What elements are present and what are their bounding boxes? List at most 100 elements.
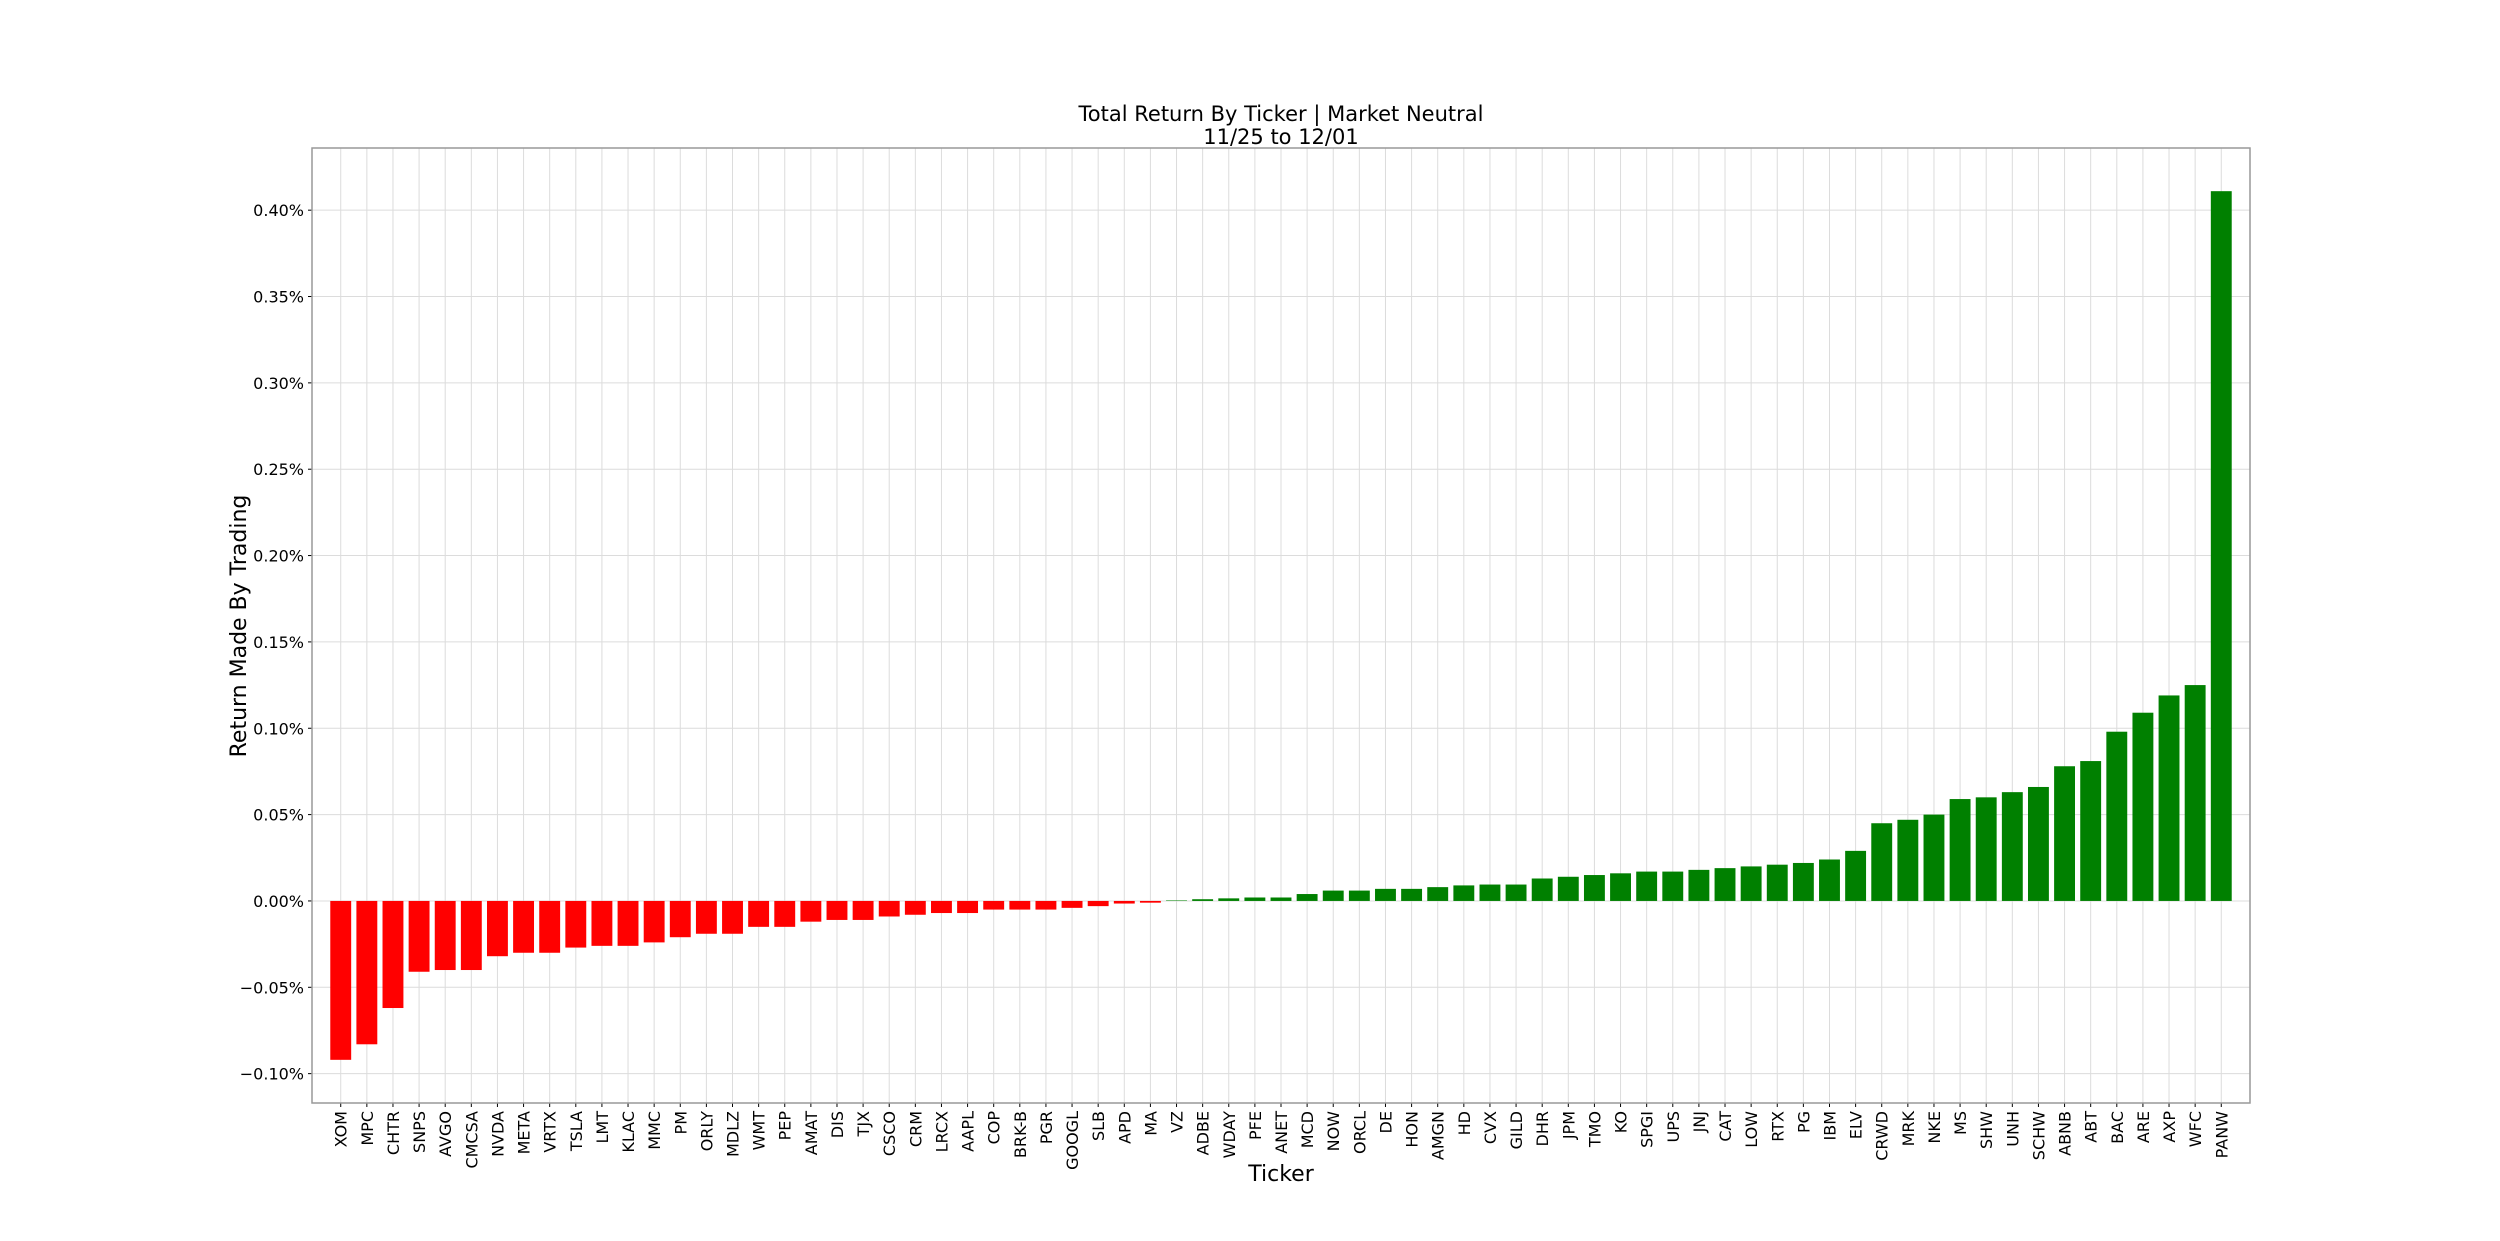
x-tick-label: UNH	[2003, 1111, 2022, 1147]
x-tick-label: AMAT	[802, 1111, 821, 1155]
y-tick-label: 0.25%	[253, 460, 304, 479]
x-tick-label: COP	[985, 1111, 1004, 1145]
bar	[1035, 900, 1057, 910]
bar	[1009, 900, 1031, 910]
bar	[1636, 871, 1658, 901]
x-tick-label: CMCSA	[462, 1111, 481, 1169]
x-tick-label: CRM	[906, 1111, 925, 1147]
x-tick-label: SCHW	[2029, 1111, 2048, 1160]
bar	[695, 900, 717, 934]
x-tick-label: MPC	[358, 1111, 377, 1146]
bar	[1375, 888, 1396, 901]
bar	[382, 900, 404, 1009]
plot-frame	[311, 147, 2251, 1104]
x-tick-label: TSLA	[567, 1111, 586, 1152]
chart-subtitle: 11/25 to 12/01	[1203, 125, 1358, 149]
bar	[1766, 864, 1788, 901]
bar	[643, 900, 665, 943]
x-tick-label: VZ	[1168, 1111, 1187, 1133]
x-tick-label: TMO	[1585, 1111, 1604, 1148]
bar	[460, 900, 482, 971]
bar	[983, 900, 1005, 910]
x-tick-label: ELV	[1847, 1111, 1866, 1139]
x-tick-label: GILD	[1507, 1111, 1526, 1149]
bar	[1792, 862, 1814, 901]
x-tick-label: VRTX	[541, 1111, 560, 1153]
x-tick-label: HON	[1403, 1111, 1422, 1148]
x-tick-label: KLAC	[619, 1111, 638, 1153]
bar	[774, 900, 796, 927]
bar	[2027, 786, 2049, 901]
y-tick-label: 0.10%	[253, 719, 304, 738]
x-tick-label: WMT	[750, 1111, 769, 1151]
x-tick-label: DE	[1376, 1111, 1395, 1133]
bar	[852, 900, 874, 920]
bar	[591, 900, 613, 946]
x-tick-label: TJX	[854, 1111, 873, 1137]
x-tick-label: NKE	[1925, 1111, 1944, 1144]
bar	[1348, 890, 1370, 901]
bar	[931, 900, 952, 914]
x-tick-label: MA	[1141, 1111, 1160, 1136]
x-tick-label: CVX	[1481, 1111, 1500, 1144]
y-tick-label: 0.00%	[253, 892, 304, 911]
x-tick-label: SHW	[1977, 1111, 1996, 1149]
bar	[1610, 873, 1631, 901]
x-tick-label: DHR	[1533, 1111, 1552, 1146]
bar	[2106, 731, 2128, 901]
bar	[2184, 685, 2206, 901]
x-tick-label: ORLY	[697, 1111, 716, 1152]
bar	[1218, 898, 1240, 901]
bar	[1714, 868, 1736, 901]
x-tick-label: BRK-B	[1011, 1111, 1030, 1158]
bar	[1270, 897, 1292, 901]
x-tick-label: KO	[1612, 1111, 1631, 1133]
x-tick-label: UPS	[1664, 1111, 1683, 1143]
bar	[800, 900, 822, 922]
x-tick-label: CSCO	[880, 1111, 899, 1156]
bar	[1662, 871, 1684, 901]
x-tick-label: ABNB	[2056, 1111, 2075, 1156]
bar	[2054, 766, 2076, 901]
bar	[2001, 792, 2023, 901]
x-tick-label: GOOGL	[1063, 1111, 1082, 1170]
bar	[2210, 191, 2232, 901]
bar	[1740, 866, 1762, 901]
x-tick-label: NVDA	[488, 1111, 507, 1157]
bar	[434, 900, 456, 971]
bar	[1322, 890, 1344, 901]
x-tick-label: XOM	[332, 1111, 351, 1147]
bar	[1087, 900, 1109, 907]
bar	[1401, 888, 1423, 901]
x-tick-label: MMC	[645, 1111, 664, 1150]
bar	[1166, 900, 1187, 901]
bar	[1845, 850, 1867, 901]
x-tick-label: DIS	[828, 1111, 847, 1138]
bar	[617, 900, 639, 946]
bar	[513, 900, 535, 953]
x-tick-label: SLB	[1089, 1111, 1108, 1141]
bar	[722, 900, 743, 934]
bar	[486, 900, 508, 957]
x-tick-label: META	[515, 1111, 534, 1154]
y-axis-label: Return Made By Trading	[227, 495, 252, 758]
x-tick-label: WFC	[2186, 1111, 2205, 1147]
bar	[1871, 823, 1893, 901]
x-tick-label: CAT	[1716, 1111, 1735, 1142]
y-tick-label: 0.30%	[253, 374, 304, 393]
x-tick-label: MCD	[1298, 1111, 1317, 1148]
chart-title: Total Return By Ticker | Market Neutral	[1078, 102, 1484, 127]
x-tick-label: ADBE	[1194, 1111, 1213, 1155]
bar	[826, 900, 848, 920]
x-tick-label: BAC	[2108, 1111, 2127, 1144]
x-tick-label: LRCX	[932, 1111, 951, 1152]
x-tick-label: MRK	[1899, 1111, 1918, 1147]
bar	[1557, 876, 1579, 901]
y-tick-label: −0.05%	[240, 978, 304, 997]
bar	[1113, 900, 1135, 904]
bar	[1061, 900, 1083, 908]
x-tick-label: MS	[1951, 1111, 1970, 1135]
bar	[1688, 869, 1710, 901]
bar	[408, 900, 430, 972]
bar	[1192, 899, 1214, 901]
